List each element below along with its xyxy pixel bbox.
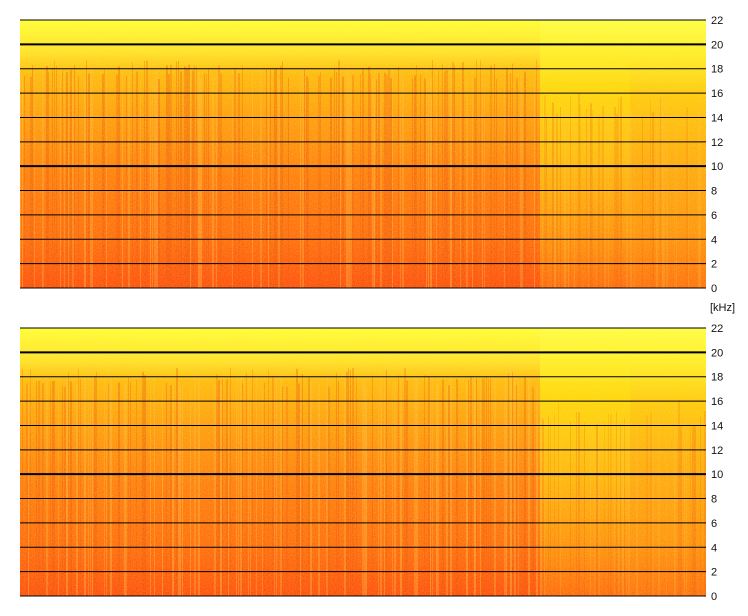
tick-label-bottom-18: 18 bbox=[711, 372, 723, 384]
tick-label-bottom-10: 10 bbox=[711, 469, 723, 481]
spectrogram-bottom bbox=[20, 328, 706, 596]
tick-label-top-10: 10 bbox=[711, 161, 723, 173]
tick-label-top-20: 20 bbox=[711, 39, 723, 51]
tick-label-top-4: 4 bbox=[711, 234, 717, 246]
tick-label-bottom-4: 4 bbox=[711, 542, 717, 554]
frequency-unit-label: [kHz] bbox=[710, 302, 736, 314]
tick-label-top-14: 14 bbox=[711, 112, 723, 124]
tick-label-bottom-20: 20 bbox=[711, 347, 723, 359]
tick-label-top-18: 18 bbox=[711, 64, 723, 76]
tick-label-top-0: 0 bbox=[711, 283, 717, 295]
tick-label-bottom-16: 16 bbox=[711, 396, 723, 408]
tick-label-top-16: 16 bbox=[711, 88, 723, 100]
tick-label-bottom-12: 12 bbox=[711, 445, 723, 457]
tick-label-top-8: 8 bbox=[711, 186, 717, 198]
tick-label-bottom-6: 6 bbox=[711, 518, 717, 530]
spectrogram-top-image bbox=[20, 20, 706, 288]
tick-label-top-22: 22 bbox=[711, 15, 723, 27]
tick-label-bottom-2: 2 bbox=[711, 567, 717, 579]
tick-label-top-12: 12 bbox=[711, 137, 723, 149]
tick-label-top-6: 6 bbox=[711, 210, 717, 222]
tick-label-top-2: 2 bbox=[711, 259, 717, 271]
tick-label-bottom-14: 14 bbox=[711, 420, 723, 432]
spectrogram-bottom-image bbox=[20, 328, 706, 596]
tick-label-bottom-0: 0 bbox=[711, 591, 717, 603]
tick-label-bottom-22: 22 bbox=[711, 323, 723, 335]
tick-label-bottom-8: 8 bbox=[711, 494, 717, 506]
spectrogram-top bbox=[20, 20, 706, 288]
